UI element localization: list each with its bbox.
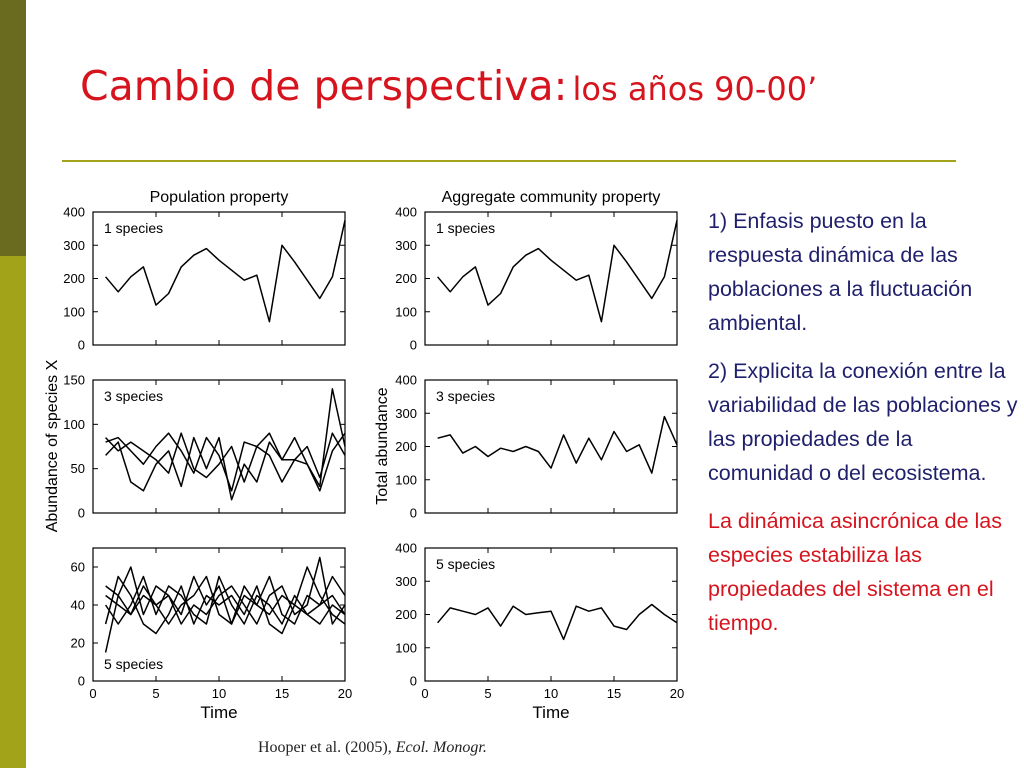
citation: Hooper et al. (2005), Ecol. Monogr. xyxy=(258,739,487,757)
ytick-label: 40 xyxy=(71,598,85,613)
xtick-label: 0 xyxy=(421,686,428,701)
ytick-label: 200 xyxy=(395,439,417,454)
xaxis-title-left: Time xyxy=(200,703,237,722)
ytick-label: 100 xyxy=(395,640,417,655)
bullet-list: 1) Enfasis puesto en la respuesta dinámi… xyxy=(708,204,1018,654)
bullet-conclusion: La dinámica asincrónica de las especies … xyxy=(708,509,1002,635)
xtick-label: 20 xyxy=(338,686,352,701)
ytick-label: 100 xyxy=(63,304,85,319)
series-line-right-bottom-1 xyxy=(437,603,678,641)
ytick-label: 300 xyxy=(63,238,85,253)
ytick-label: 400 xyxy=(395,373,417,388)
left-bar-dark xyxy=(0,0,26,256)
slide-title: Cambio de perspectiva: los años 90-00’ xyxy=(80,62,817,110)
bullet-2: 2) Explicita la conexión entre la variab… xyxy=(708,359,1018,485)
left-bar-light xyxy=(0,256,26,768)
ytick-label: 100 xyxy=(395,304,417,319)
ytick-label: 400 xyxy=(395,541,417,556)
xtick-label: 15 xyxy=(607,686,621,701)
series-line-right-middle-1 xyxy=(437,415,678,474)
ytick-label: 0 xyxy=(78,674,85,689)
xtick-label: 5 xyxy=(152,686,159,701)
ytick-label: 200 xyxy=(63,271,85,286)
series-line-right-top-1 xyxy=(437,220,678,323)
ytick-label: 200 xyxy=(395,271,417,286)
panel-label: 5 species xyxy=(104,656,163,672)
xaxis-title-right: Time xyxy=(532,703,569,722)
xtick-label: 20 xyxy=(670,686,684,701)
panel-label: 5 species xyxy=(436,556,495,572)
ytick-label: 50 xyxy=(71,461,85,476)
citation-journal: Ecol. Monogr. xyxy=(395,739,487,756)
yaxis-title-left: Abundance of species X xyxy=(44,359,61,532)
ytick-label: 200 xyxy=(395,607,417,622)
ytick-label: 300 xyxy=(395,574,417,589)
panel-label: 1 species xyxy=(104,220,163,236)
ytick-label: 0 xyxy=(78,506,85,521)
xtick-label: 0 xyxy=(89,686,96,701)
series-line-left-middle-1 xyxy=(105,388,346,492)
ytick-label: 20 xyxy=(71,636,85,651)
xtick-label: 10 xyxy=(212,686,226,701)
ytick-label: 300 xyxy=(395,238,417,253)
ytick-label: 0 xyxy=(78,338,85,353)
ytick-label: 0 xyxy=(410,506,417,521)
ytick-label: 60 xyxy=(71,560,85,575)
slide-title-sub: los años 90-00’ xyxy=(572,70,818,108)
ytick-label: 150 xyxy=(63,373,85,388)
ytick-label: 400 xyxy=(395,205,417,220)
xtick-label: 15 xyxy=(275,686,289,701)
ytick-label: 400 xyxy=(63,205,85,220)
xtick-label: 10 xyxy=(544,686,558,701)
ytick-label: 0 xyxy=(410,338,417,353)
series-line-left-middle-2 xyxy=(105,432,346,501)
citation-authors: Hooper et al. (2005), xyxy=(258,739,392,756)
ytick-label: 100 xyxy=(395,472,417,487)
panel-label: 3 species xyxy=(104,388,163,404)
panel-label: 3 species xyxy=(436,388,495,404)
slide-title-main: Cambio de perspectiva: xyxy=(80,62,568,110)
ytick-label: 0 xyxy=(410,674,417,689)
xtick-label: 5 xyxy=(484,686,491,701)
column-title: Aggregate community property xyxy=(442,189,661,206)
ytick-label: 300 xyxy=(395,406,417,421)
series-line-left-bottom-2 xyxy=(104,566,346,635)
series-line-left-bottom-5 xyxy=(104,575,346,625)
panel-label: 1 species xyxy=(436,220,495,236)
series-line-left-bottom-3 xyxy=(105,575,346,625)
ytick-label: 100 xyxy=(63,417,85,432)
bullet-1: 1) Enfasis puesto en la respuesta dinámi… xyxy=(708,209,973,335)
column-title: Population property xyxy=(150,189,289,206)
series-line-left-middle-3 xyxy=(105,432,346,483)
series-line-left-bottom-1 xyxy=(105,575,346,625)
title-rule xyxy=(62,160,956,162)
yaxis-title-right: Total abundance xyxy=(374,387,391,505)
series-line-left-top-1 xyxy=(105,220,346,323)
